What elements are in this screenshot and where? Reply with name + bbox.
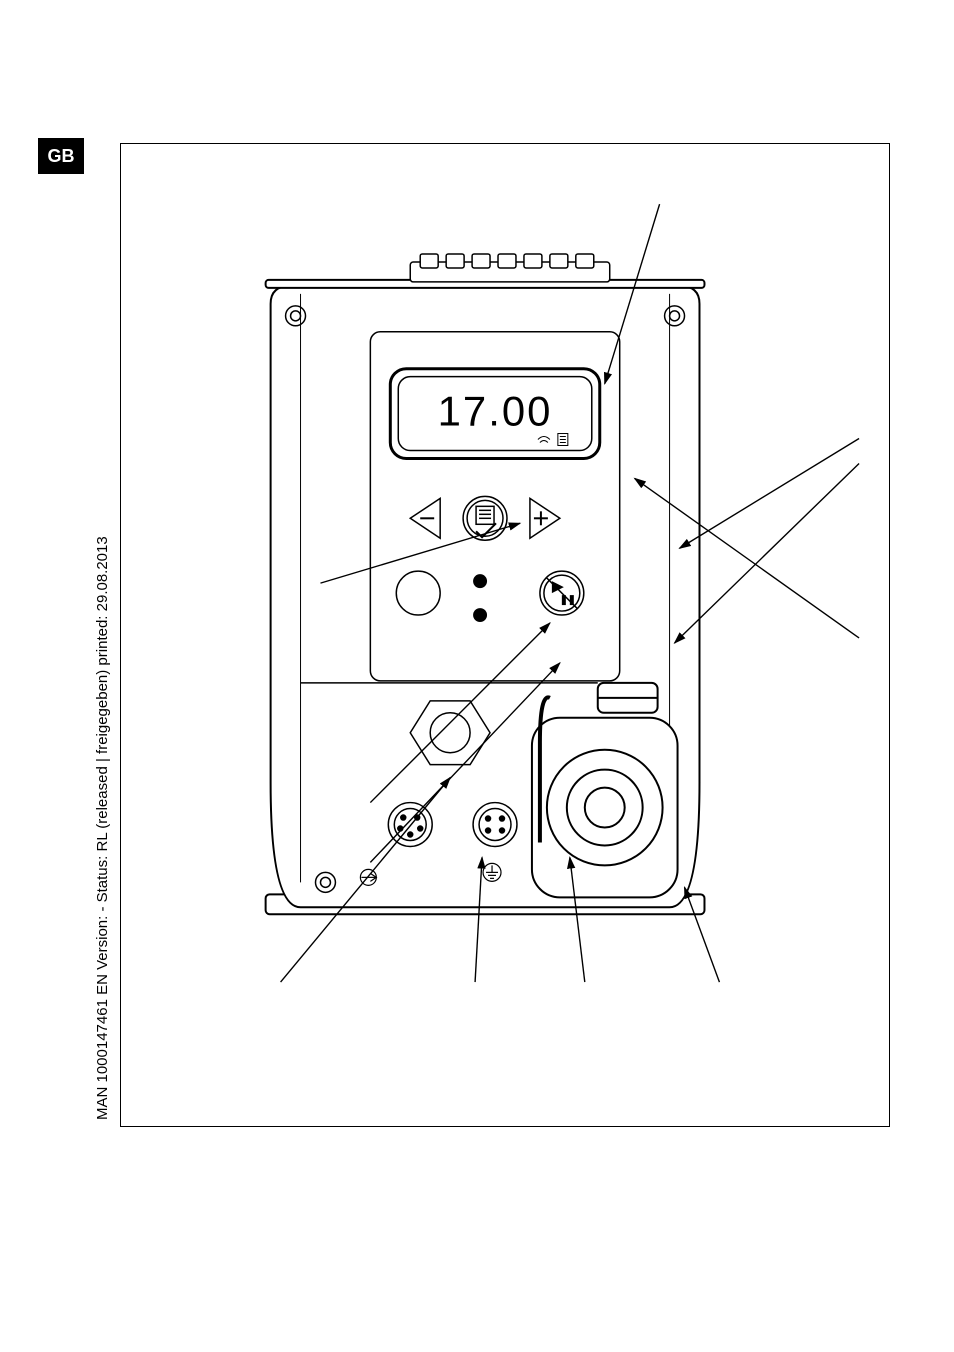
language-badge: GB	[38, 138, 84, 174]
connector-right	[473, 803, 517, 847]
connector-left	[388, 803, 432, 847]
device-diagram: 17.00	[121, 144, 889, 1126]
language-badge-label: GB	[48, 146, 75, 167]
page: GB MAN 1000147461 EN Version: - Status: …	[0, 0, 954, 1352]
blank-button[interactable]	[396, 571, 440, 615]
display-value: 17.00	[438, 388, 553, 435]
led-indicator	[473, 608, 487, 622]
start-stop-button[interactable]	[540, 571, 584, 615]
document-meta-sidebar: MAN 1000147461 EN Version: - Status: RL …	[94, 536, 111, 1120]
figure-frame: 17.00	[120, 143, 890, 1127]
display: 17.00	[390, 369, 599, 459]
led-indicator	[473, 574, 487, 588]
